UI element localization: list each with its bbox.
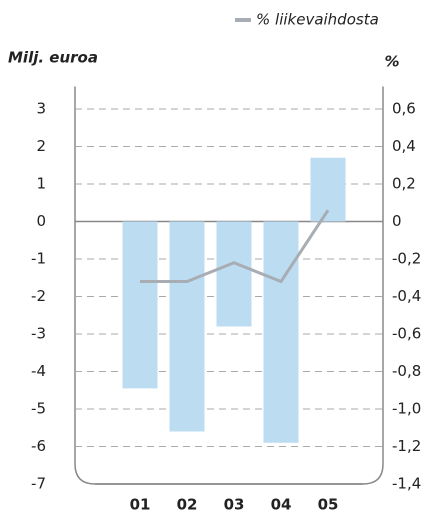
y-tick-label: -4	[31, 362, 46, 380]
y-tick-label: 0	[36, 212, 46, 230]
y2-tick-label: -0,4	[392, 287, 421, 305]
y2-tick-label: 0,2	[392, 175, 416, 193]
legend-label: % liikevaihdosta	[256, 11, 379, 29]
bar	[169, 221, 205, 432]
x-tick-label: 04	[271, 496, 292, 514]
bar	[263, 221, 299, 443]
bar	[216, 221, 252, 327]
y2-tick-label: -1,0	[392, 400, 421, 418]
y-axis-title: Milj. euroa	[8, 49, 98, 67]
x-tick-label: 01	[130, 496, 151, 514]
y-tick-label: 2	[36, 137, 46, 155]
y2-tick-label: -0,8	[392, 362, 421, 380]
x-tick-label: 05	[318, 496, 339, 514]
x-tick-label: 02	[177, 496, 198, 514]
y2-tick-label: -1,2	[392, 437, 421, 455]
y2-axis-title: %	[384, 53, 399, 71]
y-tick-label: 1	[36, 175, 46, 193]
x-tick-label: 03	[224, 496, 245, 514]
y2-tick-label: 0,4	[392, 137, 416, 155]
line	[140, 209, 330, 284]
y-tick-label: -2	[31, 287, 46, 305]
y2-tick-label: -0,6	[392, 325, 421, 343]
y-tick-label: -5	[31, 400, 46, 418]
y2-tick-label: -0,2	[392, 250, 421, 268]
y-tick-label: 3	[36, 100, 46, 118]
y-tick-label: -7	[31, 475, 46, 493]
y-tick-label: -1	[31, 250, 46, 268]
y2-tick-label: 0	[392, 212, 402, 230]
bar	[122, 221, 158, 389]
y-tick-label: -6	[31, 437, 46, 455]
y2-tick-label: 0,6	[392, 100, 416, 118]
y-tick-label: -3	[31, 325, 46, 343]
y2-tick-label: -1,4	[392, 475, 421, 493]
